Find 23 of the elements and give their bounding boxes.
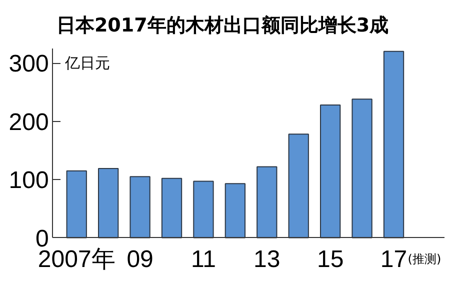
text: (推测)	[408, 252, 442, 266]
bar	[98, 168, 119, 238]
bar	[256, 166, 278, 238]
bar	[66, 170, 87, 238]
x-tick-label: 15	[316, 246, 344, 273]
bar	[288, 134, 309, 238]
y-tick-label: 300	[8, 50, 49, 78]
x-tick-label: 17	[380, 246, 408, 273]
chart-title: 日本2017年的木材出口额同比增长3成	[56, 14, 389, 36]
y-tick-label: 200	[8, 108, 49, 136]
x-tick-label: 2007年	[38, 246, 116, 273]
bar	[161, 178, 182, 238]
x-tick-label: 11	[191, 246, 216, 273]
x-tick-label: 09	[126, 246, 154, 273]
y-axis-title: 亿日元	[64, 54, 110, 72]
bar	[320, 104, 341, 238]
bar	[352, 98, 372, 238]
bar	[193, 180, 214, 238]
x-tick-label: 13	[254, 246, 280, 273]
bar	[224, 183, 246, 238]
y-tick-label: 100	[8, 167, 49, 194]
bar	[383, 50, 404, 238]
bar	[130, 176, 150, 238]
